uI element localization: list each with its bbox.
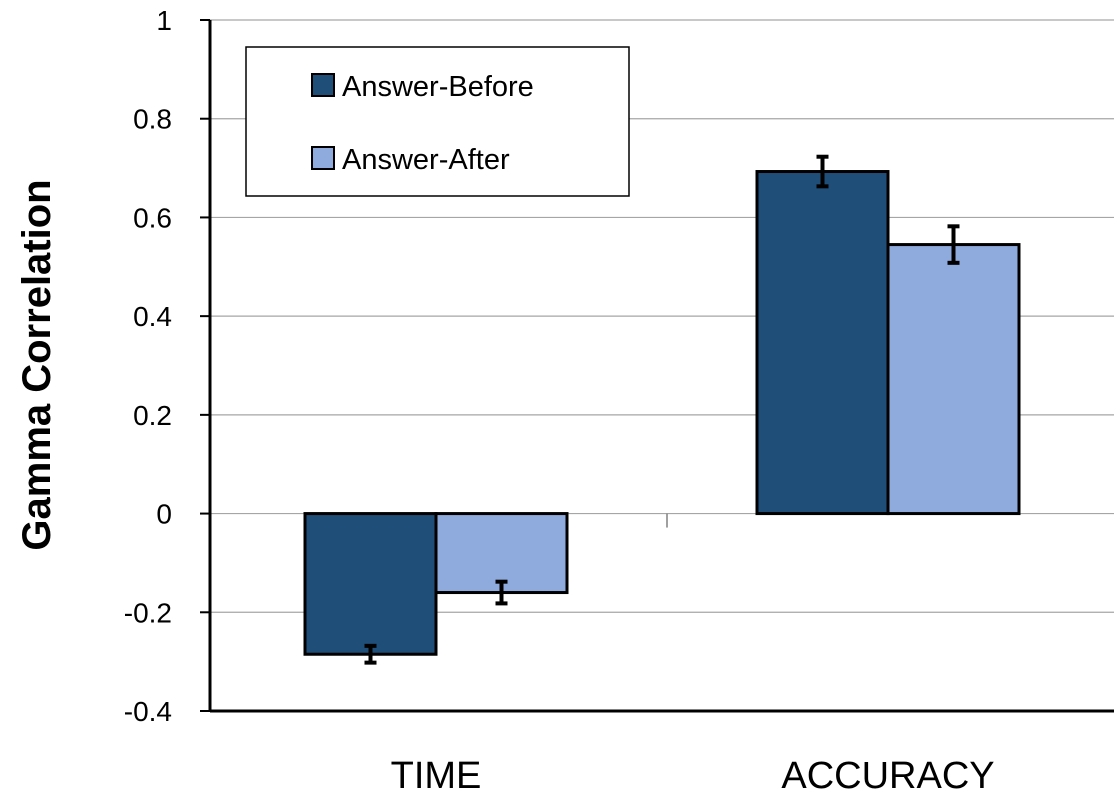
y-tick-label: -0.2 [124, 597, 172, 628]
bars [303, 154, 1021, 665]
y-tick-label: 0.2 [133, 400, 172, 431]
y-tick-labels: -0.4 -0.2 0 0.2 0.4 0.6 0.8 1 [124, 5, 172, 727]
x-category-label: TIME [391, 755, 482, 795]
y-tick-label: -0.4 [124, 696, 172, 727]
legend-label: Answer-Before [342, 71, 534, 103]
y-axis-label: Gamma Correlation [15, 179, 59, 550]
legend-box [245, 46, 630, 197]
error-bar [816, 154, 829, 189]
axes [200, 19, 1114, 713]
bar [434, 512, 569, 595]
legend-swatch [311, 146, 335, 170]
y-tick-label: 0.8 [133, 104, 172, 135]
error-bar [364, 643, 377, 665]
y-tick-label: 0.6 [133, 202, 172, 233]
legend: Answer-Before Answer-After [245, 46, 630, 197]
y-tick-label: 1 [156, 5, 172, 36]
x-category-labels: TIME ACCURACY [391, 755, 995, 797]
x-category-label: ACCURACY [781, 755, 994, 795]
legend-label: Answer-After [342, 144, 510, 176]
bar [303, 512, 438, 656]
bar [755, 170, 890, 516]
y-tick-label: 0.4 [133, 301, 172, 332]
bar [886, 243, 1021, 516]
legend-swatch [311, 73, 335, 97]
error-bar [947, 224, 960, 265]
error-bar [495, 579, 508, 606]
y-tick-label: 0 [156, 499, 172, 530]
